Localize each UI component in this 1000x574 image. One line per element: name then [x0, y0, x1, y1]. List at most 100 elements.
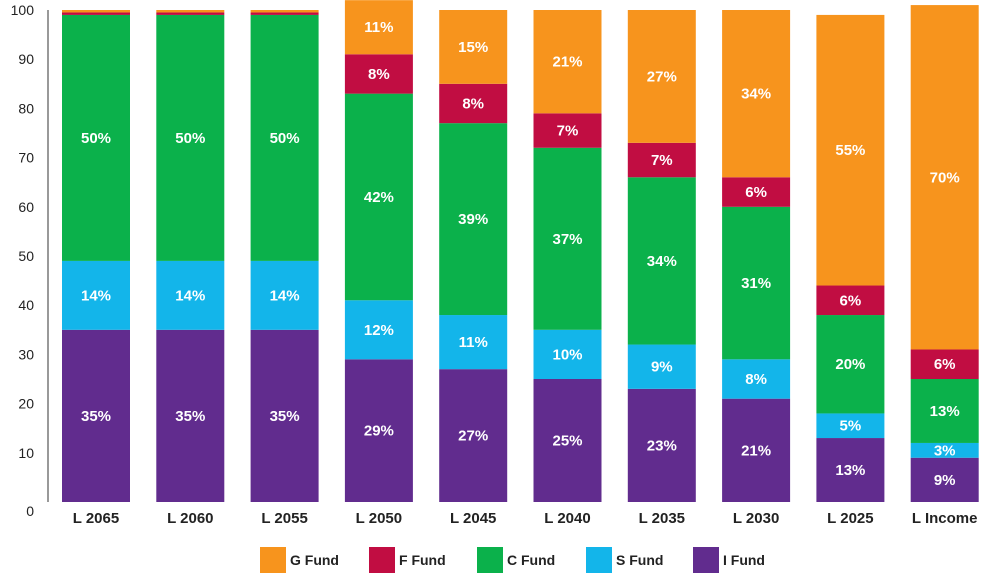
data-label-s-fund-l-2040: 10%	[552, 346, 582, 363]
bar-f-fund-l-2025	[816, 285, 885, 316]
data-label-i-fund-l-2030: 21%	[741, 442, 771, 459]
bar-stack-l-2065: 35% 14% 50%	[62, 10, 130, 502]
bar-c-fund-l-2025	[816, 315, 885, 414]
y-tick-label-20: 20	[18, 396, 34, 412]
data-label-c-fund-l-2035: 34%	[647, 253, 677, 270]
data-label-i-fund-l-2045: 27%	[458, 428, 488, 445]
y-tick-label-50: 50	[18, 248, 34, 264]
bar-c-fund-l-2045	[439, 123, 508, 316]
y-tick-label-70: 70	[18, 150, 34, 166]
bar-g-fund-l-income	[910, 5, 979, 350]
bar-g-fund-l-2025	[816, 14, 885, 286]
bar-i-fund-l-2060	[156, 329, 225, 502]
bar-g-fund-l-2035	[627, 10, 696, 143]
bar-c-fund-l-2035	[627, 177, 696, 345]
bar-i-fund-l-2065	[62, 329, 130, 502]
data-label-g-fund-l-2040: 21%	[552, 54, 582, 71]
data-label-i-fund-l-2040: 25%	[552, 433, 582, 450]
data-label-c-fund-l-2030: 31%	[741, 275, 771, 292]
data-label-s-fund-l-income: 3%	[934, 442, 956, 459]
data-label-i-fund-l-2025: 13%	[835, 462, 865, 479]
legend-swatch-g-fund	[260, 547, 286, 573]
bar-f-fund-l-2040	[533, 113, 602, 148]
bar-f-fund-l-2055	[250, 12, 319, 15]
bar-stack-l-2040: 25% 10% 37% 7% 21%	[533, 10, 602, 502]
x-tick-label-l-2050: L 2050	[356, 510, 402, 527]
bar-f-fund-l-income	[910, 349, 979, 379]
bar-s-fund-l-2065	[62, 260, 130, 330]
bar-s-fund-l-2035	[627, 344, 696, 389]
data-label-c-fund-l-2040: 37%	[552, 231, 582, 248]
y-tick-label-30: 30	[18, 346, 34, 362]
bar-i-fund-l-2025	[816, 438, 885, 502]
bar-i-fund-l-2035	[627, 388, 696, 502]
legend-item-s-fund: S Fund	[586, 547, 663, 573]
data-label-s-fund-l-2035: 9%	[651, 359, 673, 376]
x-axis: L 2065 L 2060 L 2055 L 2050 L 2045 L 2040 L 20…	[73, 510, 978, 527]
bar-g-fund-l-2040	[533, 10, 602, 114]
bar-s-fund-l-2055	[250, 260, 319, 330]
data-label-c-fund-l-2025: 20%	[835, 356, 865, 373]
data-label-s-fund-l-2055: 14%	[270, 287, 300, 304]
bar-f-fund-l-2035	[627, 142, 696, 178]
bar-c-fund-l-2040	[533, 147, 602, 330]
bar-s-fund-l-2050	[344, 300, 413, 360]
legend-label-i-fund: I Fund	[723, 552, 765, 568]
bar-c-fund-l-2050	[344, 93, 413, 301]
bars: 35% 14% 50% 35% 14% 50% 35% 14% 50% 29% 12% 42% 8% 11…	[62, 0, 979, 502]
legend-label-f-fund: F Fund	[399, 552, 446, 568]
legend-swatch-i-fund	[693, 547, 719, 573]
y-tick-label-10: 10	[18, 445, 34, 461]
data-label-c-fund-l-2065: 50%	[81, 130, 111, 147]
y-axis: 0 10 20 30 40 50 60 70 80 90 100	[11, 2, 35, 519]
legend-swatch-f-fund	[369, 547, 395, 573]
bar-s-fund-l-2030	[722, 359, 791, 399]
legend-item-f-fund: F Fund	[369, 547, 446, 573]
x-tick-label-l-2030: L 2030	[733, 510, 779, 527]
bar-stack-l-2060: 35% 14% 50%	[156, 10, 225, 502]
bar-stack-l-2045: 27% 11% 39% 8% 15%	[439, 10, 508, 502]
legend-label-g-fund: G Fund	[290, 552, 339, 568]
bar-f-fund-l-2060	[156, 12, 225, 15]
bar-i-fund-l-2030	[722, 398, 791, 502]
bar-g-fund-l-2060	[156, 10, 225, 13]
data-label-c-fund-l-2045: 39%	[458, 211, 488, 228]
data-label-c-fund-l-income: 13%	[930, 403, 960, 420]
data-label-g-fund-l-2050: 11%	[364, 19, 393, 36]
bar-g-fund-l-2050	[344, 0, 413, 55]
data-label-i-fund-l-income: 9%	[934, 472, 956, 489]
bar-s-fund-l-2025	[816, 413, 885, 439]
data-label-s-fund-l-2025: 5%	[840, 418, 862, 435]
bar-stack-l-2035: 23% 9% 34% 7% 27%	[627, 10, 696, 502]
data-label-f-fund-l-2040: 7%	[557, 123, 579, 140]
bar-g-fund-l-2065	[62, 10, 130, 13]
y-tick-label-80: 80	[18, 100, 34, 116]
legend-label-c-fund: C Fund	[507, 552, 555, 568]
legend-swatch-c-fund	[477, 547, 503, 573]
bar-f-fund-l-2050	[344, 54, 413, 94]
data-label-i-fund-l-2055: 35%	[270, 408, 300, 425]
bar-stack-l-income: 9% 3% 13% 6% 70%	[910, 5, 979, 502]
data-label-f-fund-l-2045: 8%	[462, 95, 484, 112]
bar-s-fund-l-income	[910, 442, 979, 458]
bar-i-fund-l-income	[910, 457, 979, 502]
legend-item-g-fund: G Fund	[260, 547, 339, 573]
data-label-f-fund-l-2050: 8%	[368, 66, 390, 83]
data-label-s-fund-l-2065: 14%	[81, 287, 111, 304]
bar-f-fund-l-2065	[62, 12, 130, 15]
bar-c-fund-l-2060	[156, 14, 225, 261]
x-tick-label-l-income: L Income	[912, 510, 978, 527]
data-label-s-fund-l-2050: 12%	[364, 322, 394, 339]
legend-swatch-s-fund	[586, 547, 612, 573]
bar-stack-l-2025: 13% 5% 20% 6% 55%	[816, 14, 885, 502]
bar-s-fund-l-2045	[439, 315, 508, 370]
bar-c-fund-l-2030	[722, 206, 791, 360]
bar-g-fund-l-2045	[439, 10, 508, 84]
bar-i-fund-l-2040	[533, 379, 602, 502]
data-label-g-fund-l-income: 70%	[930, 169, 960, 186]
y-tick-label-0: 0	[26, 503, 34, 519]
bar-g-fund-l-2055	[250, 10, 319, 13]
bar-i-fund-l-2055	[250, 329, 319, 502]
data-label-c-fund-l-2060: 50%	[175, 130, 205, 147]
data-label-c-fund-l-2050: 42%	[364, 189, 394, 206]
